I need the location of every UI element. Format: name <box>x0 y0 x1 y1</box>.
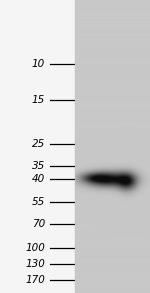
Bar <box>0 0 75 293</box>
Text: 40: 40 <box>32 174 45 184</box>
Text: 130: 130 <box>25 259 45 269</box>
Text: 170: 170 <box>25 275 45 285</box>
Text: 25: 25 <box>32 139 45 149</box>
Text: 70: 70 <box>32 219 45 229</box>
Text: 10: 10 <box>32 59 45 69</box>
Text: 35: 35 <box>32 161 45 171</box>
Text: 55: 55 <box>32 197 45 207</box>
Text: 100: 100 <box>25 243 45 253</box>
Bar <box>75 0 150 293</box>
Text: 15: 15 <box>32 95 45 105</box>
